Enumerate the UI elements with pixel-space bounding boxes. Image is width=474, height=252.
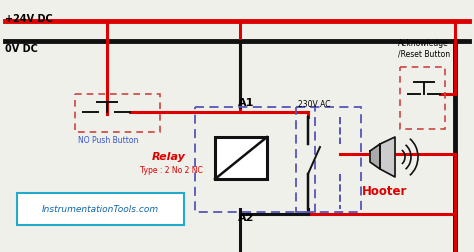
Text: InstrumentationTools.com: InstrumentationTools.com bbox=[41, 205, 159, 214]
Text: Relay: Relay bbox=[152, 151, 186, 161]
FancyBboxPatch shape bbox=[215, 137, 267, 179]
Text: NO Push Button: NO Push Button bbox=[78, 136, 138, 144]
Text: 0V DC: 0V DC bbox=[5, 44, 38, 54]
Text: Type : 2 No 2 NC: Type : 2 No 2 NC bbox=[140, 165, 203, 174]
Polygon shape bbox=[380, 137, 395, 177]
Text: Acknowledge
/Reset Button: Acknowledge /Reset Button bbox=[398, 39, 450, 58]
Text: Hooter: Hooter bbox=[362, 184, 408, 197]
Text: A2: A2 bbox=[238, 212, 255, 222]
Text: +24V DC: +24V DC bbox=[5, 14, 53, 24]
Polygon shape bbox=[370, 144, 380, 169]
FancyBboxPatch shape bbox=[17, 193, 184, 225]
Text: A1: A1 bbox=[238, 98, 255, 108]
Text: 230V AC: 230V AC bbox=[298, 100, 330, 109]
